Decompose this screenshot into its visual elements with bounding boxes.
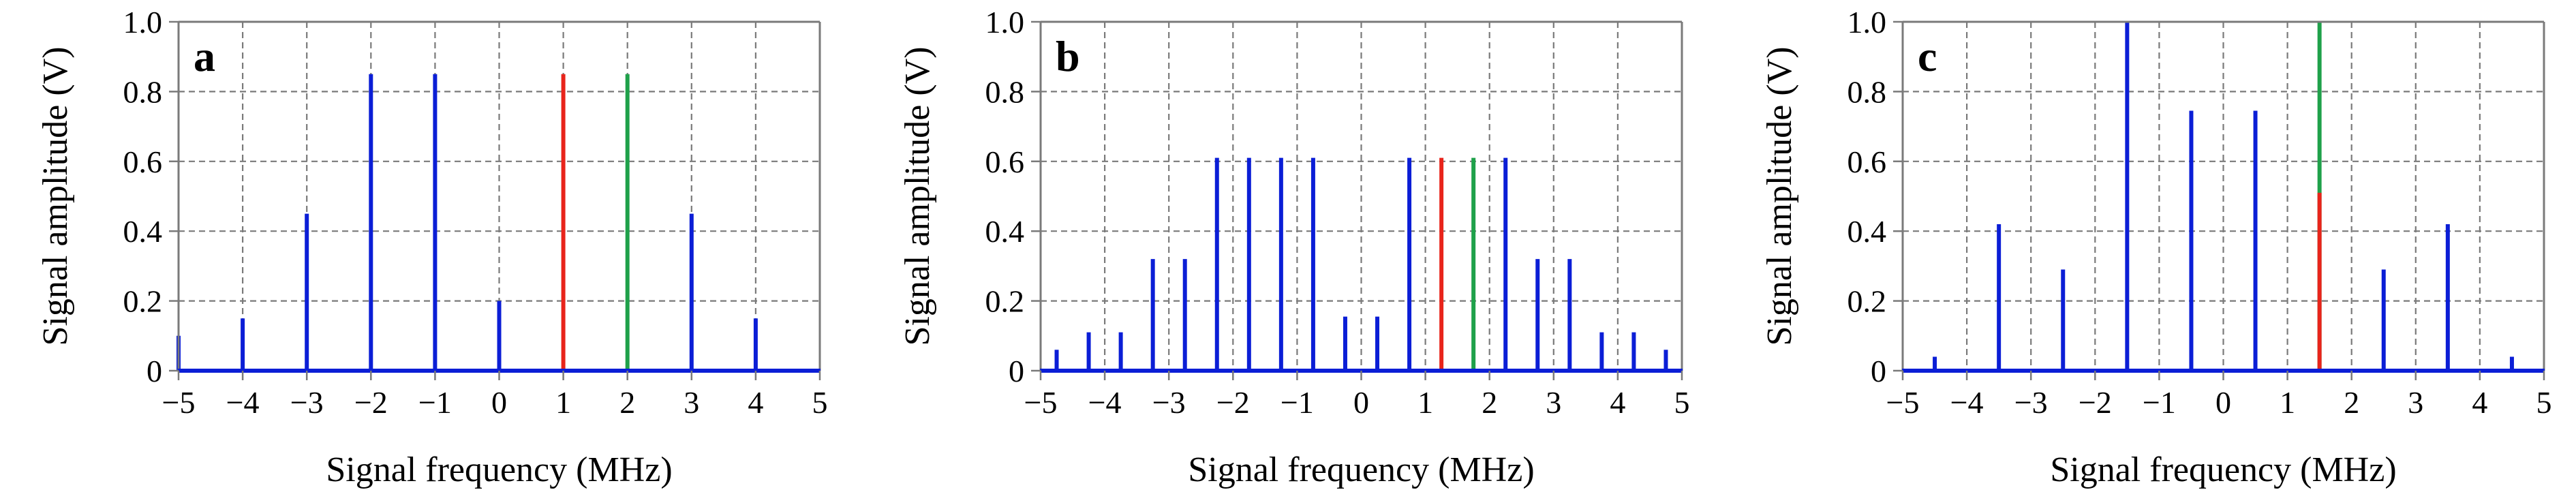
x-tick-label: −1 (1281, 385, 1314, 420)
y-tick-label: 0.4 (123, 214, 163, 249)
y-tick-label: 1.0 (1847, 5, 1887, 40)
x-tick-label: 4 (2472, 385, 2487, 420)
y-tick-label: 0.6 (1847, 144, 1887, 179)
panel-letter: a (194, 32, 215, 80)
x-tick-label: 3 (2408, 385, 2423, 420)
panel-letter: c (1918, 32, 1937, 80)
panel-letter: b (1056, 32, 1080, 80)
y-tick-label: 0.8 (1847, 74, 1887, 109)
x-tick-label: 4 (1610, 385, 1625, 420)
y-tick-label: 1.0 (123, 5, 163, 40)
x-tick-label: 0 (2215, 385, 2231, 420)
y-axis-label: Signal amplitude (V) (36, 46, 75, 345)
x-tick-label: 5 (812, 385, 828, 420)
x-tick-label: 3 (1546, 385, 1561, 420)
x-tick-label: 2 (1482, 385, 1497, 420)
y-tick-label: 0.8 (985, 74, 1025, 109)
x-tick-label: 0 (1353, 385, 1369, 420)
x-tick-label: 1 (555, 385, 571, 420)
panel-a: −5 −4 −3 −2 −1 0 1 2 3 4 5 0 0.2 0.4 0.6 0.8 1.0 Signal f… (36, 5, 828, 489)
x-tick-label: −5 (1024, 385, 1058, 420)
x-tick-label: −2 (2079, 385, 2112, 420)
y-axis-label: Signal amplitude (V) (1760, 46, 1799, 345)
x-tick-label: 4 (748, 385, 763, 420)
y-tick-label: 1.0 (985, 5, 1025, 40)
y-axis-label: Signal amplitude (V) (898, 46, 937, 345)
x-tick-label: −2 (1216, 385, 1250, 420)
x-tick-label: −4 (226, 385, 260, 420)
y-tick-label: 0.6 (985, 144, 1025, 179)
x-axis-label: Signal frequency (MHz) (2050, 450, 2396, 489)
y-tick-label: 0.4 (985, 214, 1025, 249)
panel-c: −5 −4 −3 −2 −1 0 1 2 3 4 5 0 0.2 0.4 0.6 0.8 1.0 Signal f… (1760, 5, 2552, 489)
x-tick-label: −5 (1886, 385, 1920, 420)
x-tick-label: −4 (1950, 385, 1984, 420)
x-tick-label: 1 (1417, 385, 1433, 420)
x-tick-label: 0 (491, 385, 507, 420)
x-tick-label: −5 (162, 385, 196, 420)
x-tick-label: −4 (1088, 385, 1122, 420)
y-tick-label: 0.2 (985, 284, 1025, 319)
x-tick-label: 5 (2536, 385, 2552, 420)
y-tick-label: 0.6 (123, 144, 163, 179)
x-tick-label: −1 (2143, 385, 2176, 420)
x-tick-label: −1 (418, 385, 452, 420)
y-tick-label: 0 (147, 354, 162, 388)
x-tick-label: 5 (1674, 385, 1690, 420)
y-tick-label: 0.2 (1847, 284, 1887, 319)
x-tick-label: 2 (619, 385, 635, 420)
x-tick-label: −3 (290, 385, 324, 420)
x-axis-label: Signal frequency (MHz) (1188, 450, 1534, 489)
y-tick-label: 0.2 (123, 284, 163, 319)
x-tick-label: −3 (1152, 385, 1186, 420)
x-tick-label: −2 (354, 385, 388, 420)
y-tick-label: 0.4 (1847, 214, 1887, 249)
panel-b: −5 −4 −3 −2 −1 0 1 2 3 4 5 0 0.2 0.4 0.6 0.8 1.0 Signal f… (898, 5, 1690, 489)
x-tick-label: 2 (2344, 385, 2359, 420)
x-tick-label: −3 (2014, 385, 2048, 420)
y-tick-label: 0 (1009, 354, 1024, 388)
y-tick-label: 0.8 (123, 74, 163, 109)
x-tick-label: 1 (2280, 385, 2295, 420)
x-tick-label: 3 (684, 385, 699, 420)
y-tick-label: 0 (1871, 354, 1886, 388)
x-axis-label: Signal frequency (MHz) (326, 450, 672, 489)
